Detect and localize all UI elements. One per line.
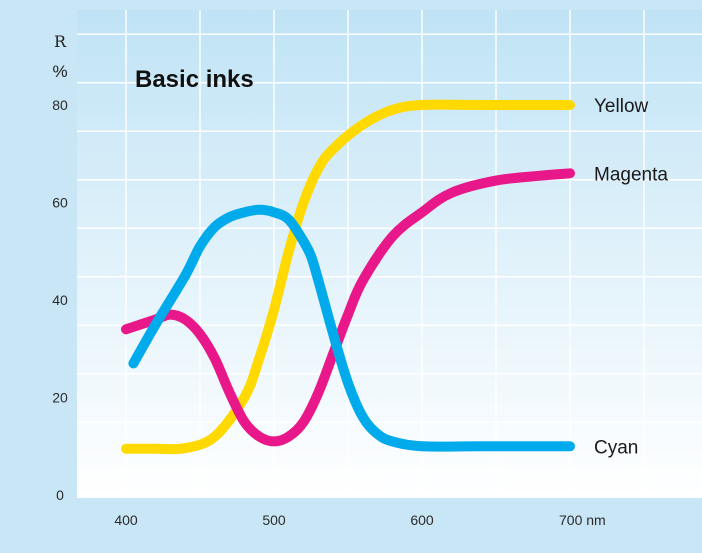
cyan-label: Cyan	[594, 437, 638, 458]
yellow-curve	[121, 99, 575, 455]
y-tick-label: 20	[52, 390, 68, 406]
y-tick-label: 40	[52, 292, 68, 308]
chart-title: Basic inks	[135, 66, 254, 93]
series-group	[121, 99, 575, 455]
x-tick-label: 500	[262, 512, 286, 528]
magenta-label: Magenta	[594, 164, 668, 185]
y-axis-ticks: 0 20 40 60 80	[52, 97, 68, 503]
plot-area	[77, 10, 702, 498]
y-tick-label: 0	[56, 487, 64, 503]
y-axis-label: R	[54, 32, 67, 51]
yellow-label: Yellow	[594, 96, 649, 117]
y-axis-unit: %	[52, 62, 67, 81]
y-tick-label: 80	[52, 97, 68, 113]
x-tick-label: 400	[114, 512, 138, 528]
x-tick-label: 600	[410, 512, 434, 528]
series-labels: Yellow Magenta Cyan	[594, 96, 668, 458]
x-axis-ticks: 400 500 600 700 nm	[114, 512, 605, 528]
x-tick-label: 700 nm	[559, 512, 606, 528]
y-tick-label: 60	[52, 195, 68, 211]
magenta-curve	[121, 168, 575, 447]
cyan-curve	[128, 204, 575, 452]
